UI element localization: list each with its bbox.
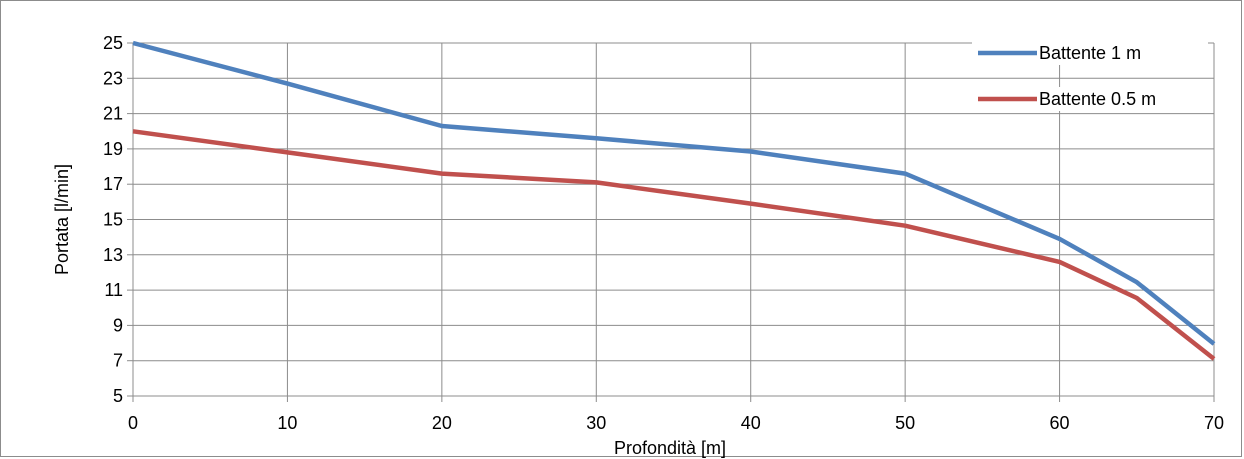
x-tick-label: 10: [277, 413, 297, 433]
y-tick-label: 25: [103, 33, 123, 53]
y-axis-title: Portata [l/min]: [52, 164, 72, 275]
legend-label: Battente 1 m: [1039, 43, 1141, 63]
y-tick-label: 11: [104, 280, 123, 300]
grid: [133, 42, 1215, 396]
x-tick-label: 30: [586, 413, 606, 433]
series-lines: [132, 40, 1216, 361]
legend-label: Battente 0.5 m: [1039, 89, 1156, 109]
y-tick-label: 19: [103, 139, 123, 159]
axes: [127, 42, 1215, 402]
y-tick-label: 5: [113, 386, 123, 406]
series-line-2: [132, 129, 1216, 361]
x-tick-label: 40: [741, 413, 761, 433]
y-tick-label: 23: [103, 68, 123, 88]
x-tick-label: 70: [1204, 413, 1224, 433]
y-tick-label: 15: [103, 210, 123, 230]
x-tick-label: 50: [895, 413, 915, 433]
y-tick-label: 17: [103, 174, 123, 194]
y-tick-label: 13: [103, 245, 123, 265]
legend: Battente 1 m Battente 0.5 m: [972, 41, 1208, 111]
y-tick-label: 21: [103, 104, 123, 124]
series-line-1: [132, 40, 1216, 346]
y-tick-label: 7: [113, 351, 123, 371]
x-tick-label: 0: [128, 413, 138, 433]
y-tick-label: 9: [113, 315, 123, 335]
x-tick-label: 20: [432, 413, 452, 433]
tick-labels: 0 10 20 30 40 50 60 70 5 7 9 11 13 15 17 19 21 23 25: [103, 33, 1224, 433]
x-axis-title: Profondità [m]: [614, 438, 726, 458]
x-tick-label: 60: [1050, 413, 1070, 433]
